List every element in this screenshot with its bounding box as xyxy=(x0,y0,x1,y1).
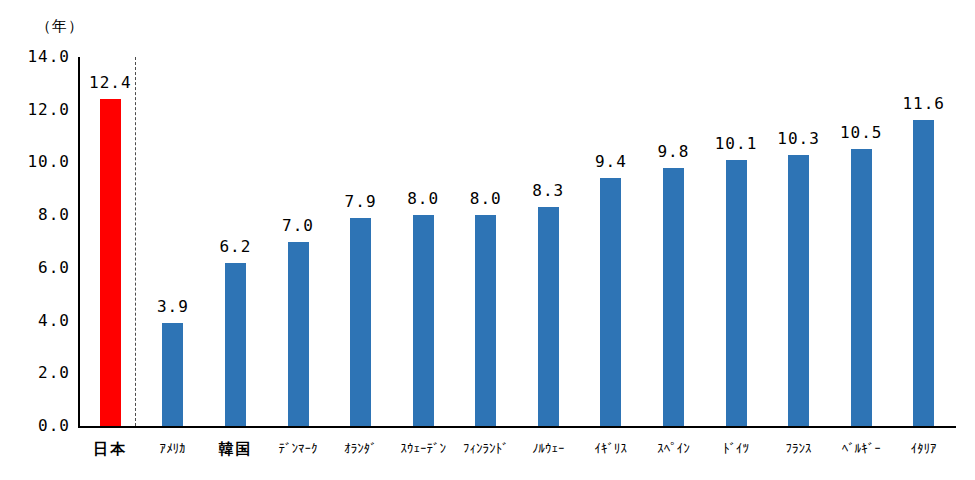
bar-value-label: 7.0 xyxy=(263,216,333,236)
y-axis-unit-label: （年） xyxy=(36,17,84,36)
y-axis-line xyxy=(78,57,80,428)
bar-value-label: 12.4 xyxy=(75,73,145,93)
bar xyxy=(100,99,121,426)
bar xyxy=(851,149,872,426)
bar-value-label: 10.3 xyxy=(764,129,834,149)
bar xyxy=(538,207,559,426)
y-tick-label: 10.0 xyxy=(8,152,70,172)
bar xyxy=(162,323,183,426)
bar-value-label: 8.3 xyxy=(513,181,583,201)
bar-value-label: 10.5 xyxy=(826,123,896,143)
y-tick-label: 8.0 xyxy=(8,205,70,225)
category-label: ｲﾀﾘｱ xyxy=(879,441,969,457)
bar xyxy=(726,160,747,426)
bar xyxy=(413,215,434,426)
y-tick-label: 2.0 xyxy=(8,363,70,383)
x-axis-line xyxy=(78,426,956,428)
y-tick-label: 4.0 xyxy=(8,311,70,331)
y-tick-label: 14.0 xyxy=(8,47,70,67)
bar-value-label: 8.0 xyxy=(451,189,521,209)
bar xyxy=(663,168,684,426)
bar-value-label: 10.1 xyxy=(701,134,771,154)
y-tick-label: 6.0 xyxy=(8,258,70,278)
bar-value-label: 9.8 xyxy=(638,142,708,162)
bar-chart: （年） 14.012.010.08.06.04.02.00.012.4日本3.9… xyxy=(0,0,975,480)
bar-value-label: 7.9 xyxy=(326,192,396,212)
bar xyxy=(288,242,309,427)
bar xyxy=(350,218,371,426)
bar-value-label: 6.2 xyxy=(200,237,270,257)
bar xyxy=(600,178,621,426)
bar-value-label: 3.9 xyxy=(138,297,208,317)
japan-separator-dashed-line xyxy=(135,57,136,426)
bar xyxy=(475,215,496,426)
bar-value-label: 8.0 xyxy=(388,189,458,209)
bar xyxy=(913,120,934,426)
y-tick-label: 0.0 xyxy=(8,416,70,436)
y-tick-label: 12.0 xyxy=(8,100,70,120)
bar xyxy=(788,155,809,426)
bar-value-label: 9.4 xyxy=(576,152,646,172)
bar-value-label: 11.6 xyxy=(889,94,959,114)
bar xyxy=(225,263,246,426)
